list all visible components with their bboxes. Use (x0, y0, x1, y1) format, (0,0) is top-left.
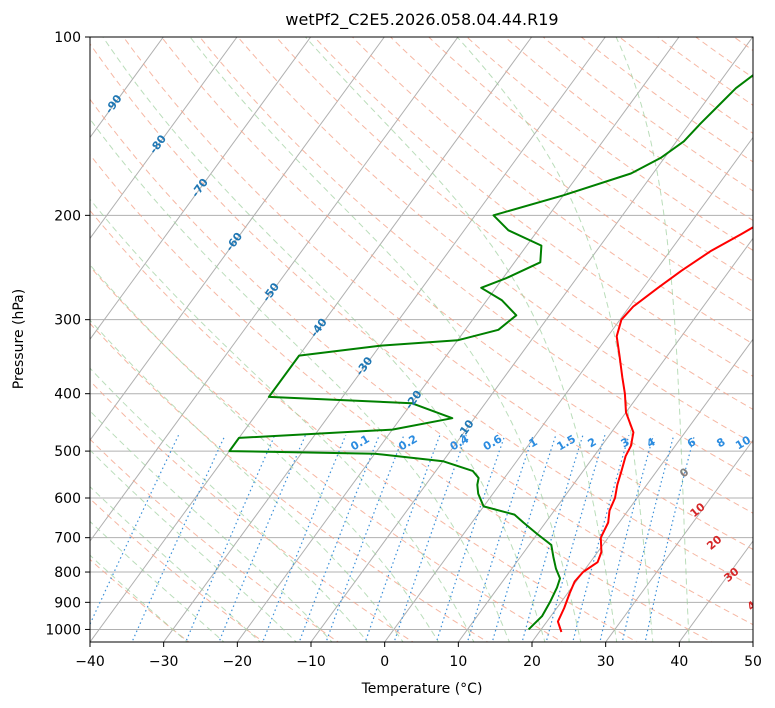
temperature-profile-line (556, 226, 753, 633)
moist-adiabat-line (456, 37, 654, 642)
moist-adiabat-line (90, 410, 333, 642)
moist-adiabat-line (90, 520, 225, 642)
moist-adiabat-line (90, 485, 261, 642)
dry-adiabat-line (237, 37, 753, 444)
y-tick-label: 900 (54, 595, 81, 611)
mixing-ratio-line (491, 435, 557, 642)
y-tick-label: 700 (54, 531, 81, 547)
moist-adiabat-label: 40 (745, 593, 765, 613)
dry-adiabat-line (504, 37, 753, 222)
mixing-ratio-line (298, 434, 380, 642)
y-tick-label: 1000 (45, 622, 81, 638)
dry-adiabat-line (275, 37, 753, 410)
y-tick-label: 500 (54, 444, 81, 460)
dry-adiabat-line (90, 98, 753, 626)
y-tick-label: 400 (54, 387, 81, 403)
mixing-ratio-line (131, 434, 226, 642)
plot-area: -100-90-80-70-60-50-40-30-20-100.10.20.4… (90, 37, 765, 642)
y-axis-title: Pressure (hPa) (11, 289, 27, 389)
dry-adiabat-line (90, 322, 489, 642)
isotherm-gridline (310, 37, 753, 642)
dry-adiabat-line (90, 265, 564, 642)
x-tick-label: −30 (149, 654, 179, 670)
dry-adiabat-line (351, 37, 753, 345)
isotherm-gridline (90, 37, 238, 240)
x-tick-label: 40 (670, 654, 688, 670)
dry-adiabat-line (90, 42, 753, 588)
moist-adiabat-line (615, 37, 690, 642)
moist-adiabat-line (102, 37, 546, 642)
mixing-ratio-line (545, 435, 606, 642)
x-tick-label: −20 (223, 654, 253, 670)
x-axis-title: Temperature (°C) (361, 681, 483, 697)
mixing-ratio-line (521, 435, 584, 642)
mixing-ratio-line (90, 434, 180, 626)
chart-title: wetPf2_C2E5.2026.058.04.44.R19 (285, 10, 558, 30)
isotherm-gridline (90, 37, 385, 442)
mixing-ratio-line (644, 435, 695, 642)
y-tick-label: 300 (54, 313, 81, 329)
moist-adiabat-line (90, 118, 510, 642)
dry-adiabat-line (90, 209, 639, 642)
mixing-ratio-line (325, 434, 405, 642)
dry-adiabat-line (199, 37, 753, 479)
y-tick-label: 100 (54, 30, 81, 46)
moist-adiabat-line (305, 37, 618, 642)
mixing-ratio-line (262, 434, 347, 642)
dry-adiabat-line (618, 37, 753, 134)
x-tick-label: 50 (744, 654, 762, 670)
moist-adiabat-line (90, 319, 404, 642)
dry-adiabat-line (542, 37, 753, 192)
moist-adiabat-line (189, 37, 582, 642)
mixing-ratio-line (185, 434, 276, 642)
dry-adiabat-line (313, 37, 753, 377)
x-tick-label: 30 (597, 654, 615, 670)
x-tick-label: 10 (449, 654, 467, 670)
mixing-ratio-line (599, 435, 655, 642)
y-tick-label: 600 (54, 491, 81, 507)
dry-adiabat-line (90, 154, 713, 642)
moist-adiabat-line (90, 264, 440, 642)
y-tick-label: 800 (54, 565, 81, 581)
dewpoint-profile-line (228, 73, 753, 631)
isotherm-gridline (605, 439, 753, 642)
plot-frame (89, 36, 754, 643)
dry-adiabat-line (428, 37, 753, 282)
dry-adiabat-line (580, 37, 753, 163)
dry-adiabat-line (466, 37, 753, 251)
dry-adiabat-line (122, 37, 753, 550)
dry-adiabat-line (90, 498, 265, 642)
dry-adiabat-line (160, 37, 753, 514)
x-tick-label: 0 (380, 654, 389, 670)
moist-adiabat-line (90, 449, 298, 642)
x-tick-label: −40 (75, 654, 105, 670)
isotherm-gridline (90, 37, 459, 542)
moist-adiabat-line (90, 554, 189, 642)
y-tick-label: 200 (54, 208, 81, 224)
isotherm-gridline (90, 37, 533, 642)
mixing-ratio-line (572, 435, 630, 642)
x-tick-label: −10 (296, 654, 326, 670)
isotherm-gridline (90, 37, 312, 341)
isotherm-gridline (163, 37, 606, 642)
mixing-ratio-line (218, 434, 306, 642)
mixing-ratio-line (621, 435, 675, 642)
x-tick-label: 20 (523, 654, 541, 670)
dry-adiabat-line (389, 37, 753, 313)
isotherm-gridline (457, 237, 753, 642)
dry-adiabat-line (90, 438, 340, 642)
moist-adiabat-line (90, 198, 475, 642)
